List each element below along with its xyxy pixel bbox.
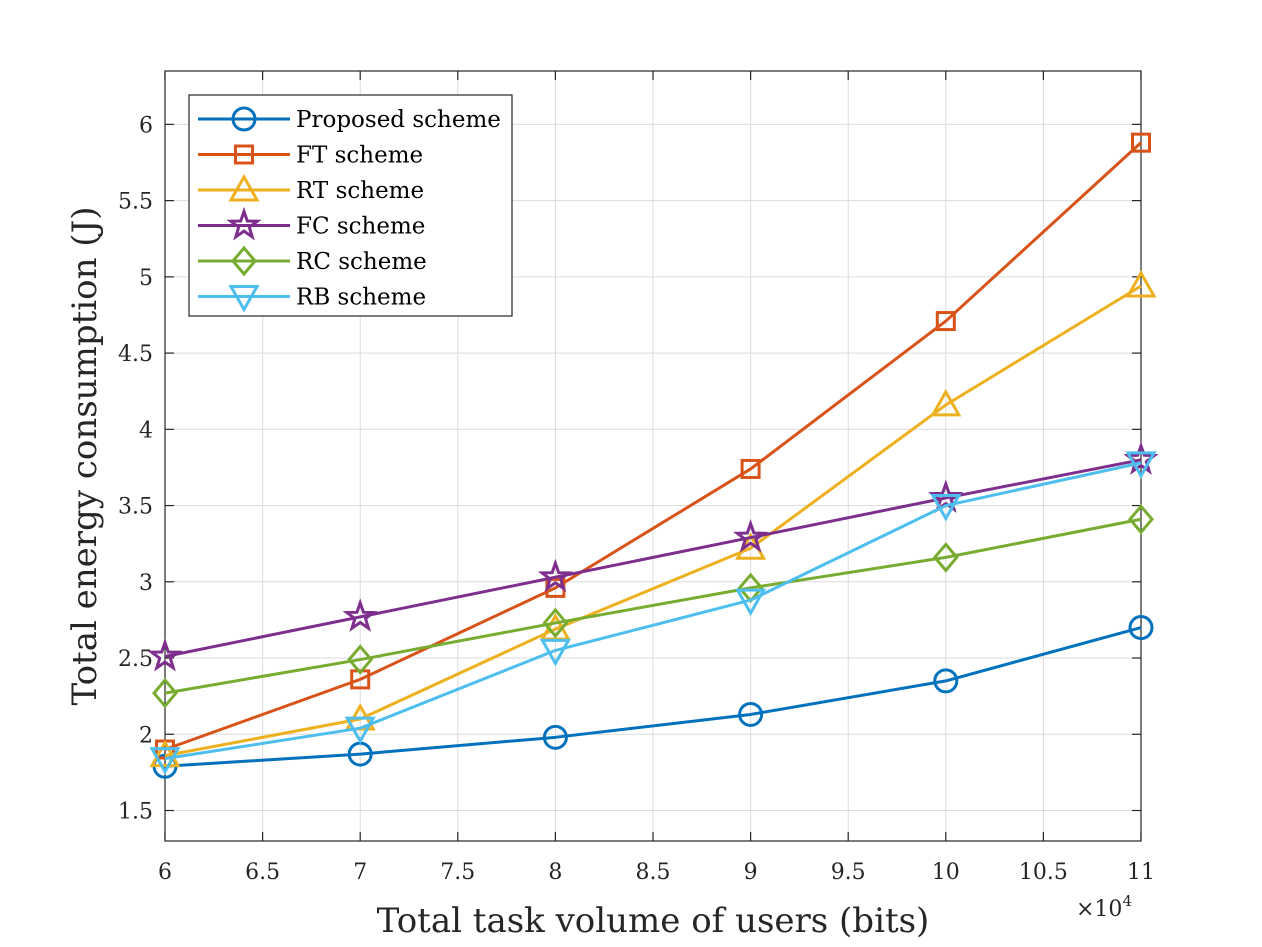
legend-label: FT scheme: [296, 143, 423, 169]
series-line-rb-scheme: [164, 461, 1142, 761]
series-line-rc-scheme: [164, 517, 1142, 695]
data-point-fc-scheme: [928, 479, 964, 513]
legend-label: Proposed scheme: [296, 107, 501, 133]
legend-label: RT scheme: [296, 178, 424, 204]
series-rc-scheme: [152, 503, 1154, 709]
axis-ticks: 6 6.5 7 7.5 8 8.5 9 9.5 10 10.5 11 1.5 2 2.5 3 3.5 4 4.5 5…: [118, 71, 1155, 885]
legend-marker: [234, 144, 254, 165]
data-point-proposed-scheme: [738, 701, 764, 727]
data-point-fc-scheme: [732, 518, 769, 553]
data-point-rb-scheme: [735, 588, 767, 617]
series-ft-scheme: [155, 132, 1151, 760]
x-tick-label: 11: [1127, 860, 1155, 885]
series-line-rt-scheme: [164, 284, 1142, 758]
data-point-fc-scheme: [342, 598, 378, 632]
x-tick-label: 7: [353, 860, 367, 885]
y-tick-label: 4: [139, 418, 153, 443]
series-line-fc-scheme: [164, 458, 1142, 658]
y-axis-label: Total energy consumption (J): [65, 207, 105, 706]
x-axis-label: Total task volume of users (bits): [377, 901, 930, 941]
data-point-rb-scheme: [344, 716, 376, 745]
data-point-rc-scheme: [152, 677, 178, 709]
legend-marker: [228, 285, 260, 313]
x-tick-label: 9: [744, 860, 758, 885]
data-point-rt-scheme: [930, 388, 962, 417]
data-point-proposed-scheme: [542, 724, 568, 750]
data-point-rc-scheme: [932, 542, 959, 573]
x-axis-exponent-power: 4: [1122, 892, 1132, 910]
legend-label: RC scheme: [296, 249, 427, 275]
data-point-proposed-scheme: [1128, 615, 1154, 641]
legend-marker: [231, 106, 257, 132]
legend-entry-rb-scheme: RB scheme: [198, 285, 426, 313]
series-line-ft-scheme: [164, 141, 1143, 751]
data-point-rc-scheme: [542, 607, 569, 639]
y-tick-label: 2: [139, 723, 153, 748]
legend-entry-proposed-scheme: Proposed scheme: [198, 106, 501, 133]
legend-box: [188, 94, 513, 317]
legend-marker: [226, 206, 262, 241]
data-point-rb-scheme: [930, 494, 962, 522]
legend: Proposed scheme FT scheme RT scheme FC sche…: [188, 94, 513, 317]
x-tick-label: 7.5: [440, 860, 475, 885]
data-point-rt-scheme: [149, 739, 181, 768]
x-tick-label: 8.5: [636, 860, 671, 885]
legend-label: RB scheme: [296, 285, 426, 311]
data-point-rb-scheme: [149, 747, 181, 775]
legend-entry-fc-scheme: FC scheme: [198, 206, 425, 241]
y-tick-label: 3.5: [118, 495, 153, 520]
legend-entry-rc-scheme: RC scheme: [198, 245, 427, 277]
data-point-proposed-scheme: [933, 668, 959, 694]
x-tick-label: 10.5: [1019, 860, 1068, 885]
y-tick-label: 3: [139, 571, 153, 596]
series-rb-scheme: [149, 451, 1157, 775]
data-point-ft-scheme: [1131, 132, 1151, 153]
data-point-rb-scheme: [1125, 451, 1157, 479]
y-tick-label: 4.5: [118, 342, 153, 367]
y-tick-label: 5.5: [118, 190, 153, 215]
legend-entry-rt-scheme: RT scheme: [198, 173, 424, 204]
x-tick-label: 6.5: [245, 860, 280, 885]
series-line-proposed-scheme: [164, 626, 1142, 768]
y-tick-label: 6: [139, 113, 153, 138]
x-tick-label: 9.5: [831, 860, 866, 885]
data-point-fc-scheme: [147, 637, 183, 672]
x-axis-exponent-base: ×10: [1076, 897, 1122, 922]
legend-label: FC scheme: [296, 214, 425, 240]
x-tick-label: 10: [932, 860, 960, 885]
data-point-rt-scheme: [1125, 269, 1157, 298]
data-series: [147, 132, 1159, 779]
data-point-ft-scheme: [740, 458, 761, 479]
y-tick-label: 5: [139, 266, 153, 291]
data-point-ft-scheme: [935, 311, 956, 332]
data-point-rc-scheme: [347, 644, 374, 675]
y-tick-label: 1.5: [118, 800, 153, 825]
x-tick-label: 8: [548, 860, 562, 885]
data-point-rc-scheme: [1128, 503, 1154, 535]
legend-entry-ft-scheme: FT scheme: [198, 143, 423, 169]
legend-marker: [231, 245, 257, 277]
x-axis-exponent: ×104: [1076, 892, 1132, 922]
data-point-rb-scheme: [539, 638, 571, 667]
x-tick-label: 6: [158, 860, 172, 885]
legend-marker: [228, 173, 260, 202]
y-tick-label: 2.5: [118, 647, 153, 672]
data-point-fc-scheme: [537, 558, 574, 593]
